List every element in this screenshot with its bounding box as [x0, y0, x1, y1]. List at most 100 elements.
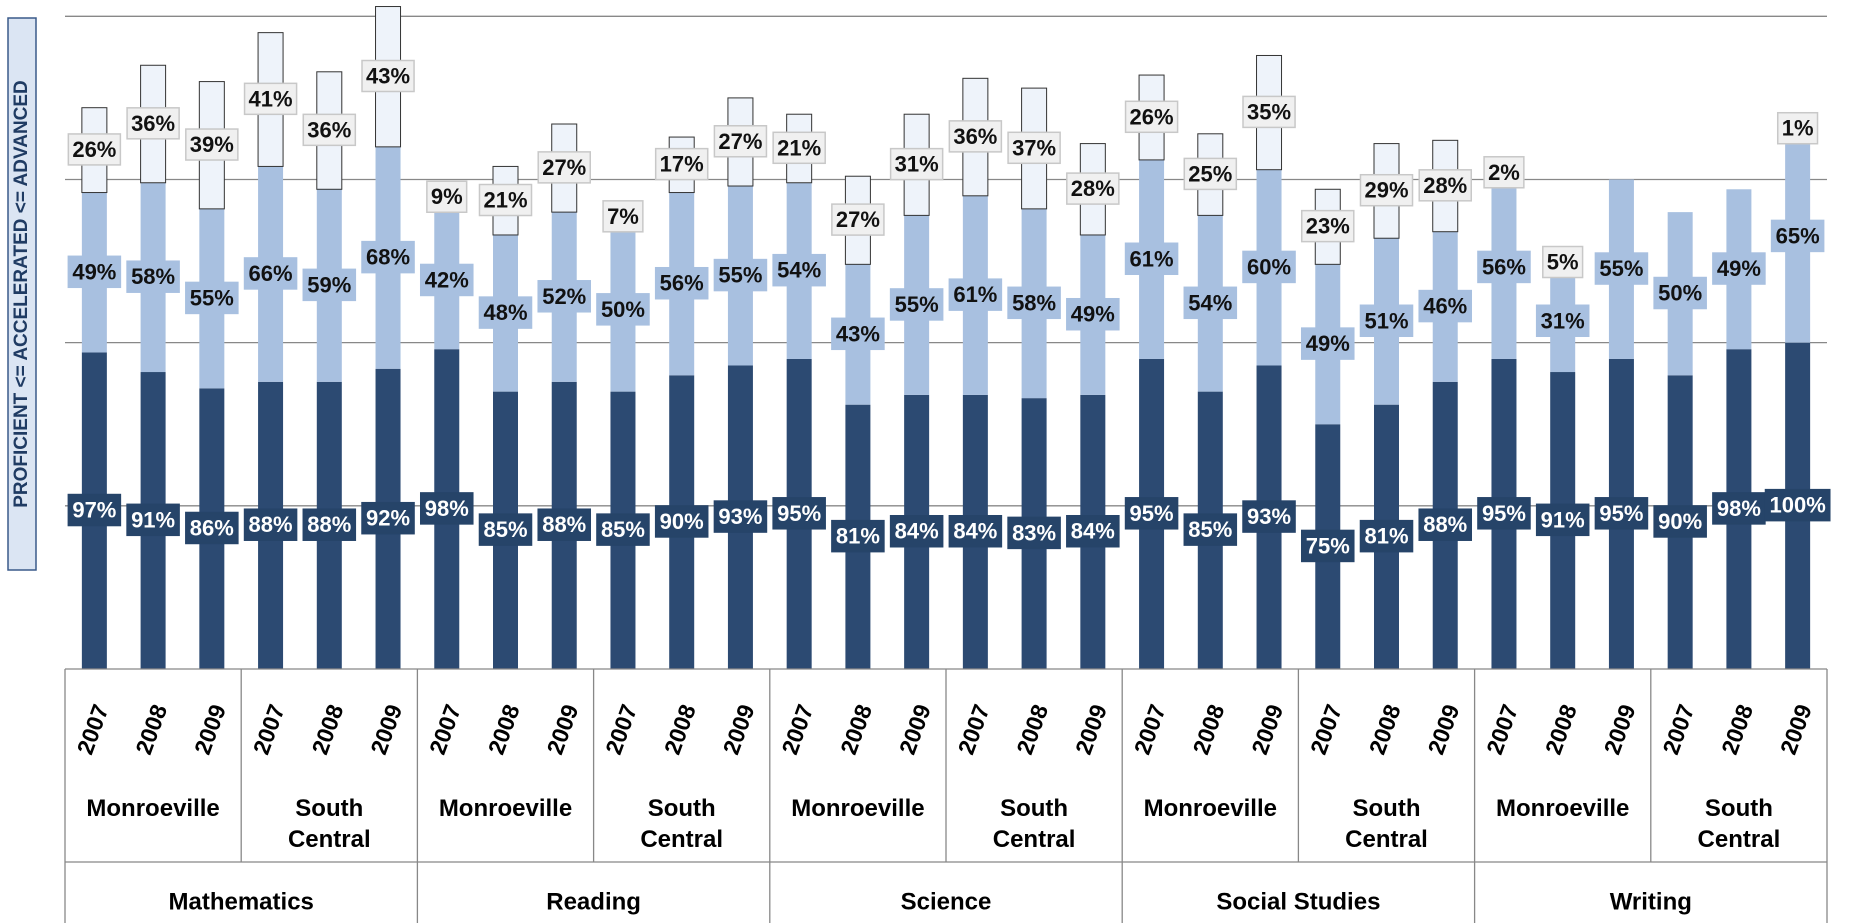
x-tick-label: 2009 — [541, 701, 583, 758]
subject-label: Reading — [546, 888, 641, 915]
value-labels: 97% 49% 26% 91% 58% 36% 86% 55% 39% 88% 66% 41% 88% 5… — [67, 59, 1831, 563]
subject-label: Science — [901, 888, 992, 915]
value-label-box — [772, 131, 826, 165]
subject-label: Social Studies — [1216, 888, 1380, 915]
value-label-box — [1535, 304, 1590, 338]
value-label: 50% — [1658, 281, 1702, 306]
value-label: 49% — [1071, 302, 1115, 327]
value-label-box — [1300, 327, 1355, 360]
value-label-box — [1066, 514, 1120, 548]
value-label-box — [1300, 529, 1355, 563]
value-label: 85% — [601, 517, 645, 542]
value-label-box — [1242, 95, 1296, 129]
value-label-box — [772, 497, 826, 530]
value-label-box — [1594, 497, 1649, 530]
x-tick-label: 2009 — [1422, 701, 1464, 758]
value-label-box — [361, 501, 415, 535]
x-tick-label: 2009 — [1599, 701, 1641, 758]
value-label: 48% — [483, 300, 527, 325]
value-label-box — [1007, 131, 1061, 165]
x-tick-label: 2007 — [1129, 701, 1171, 758]
value-label: 31% — [895, 152, 939, 177]
value-label-box — [1124, 497, 1179, 530]
value-label: 90% — [660, 509, 704, 534]
value-label-box — [1764, 488, 1831, 522]
value-label-box — [126, 260, 180, 293]
x-tick-label: 2009 — [894, 701, 936, 758]
value-label: 88% — [1423, 512, 1467, 537]
value-label: 90% — [1658, 509, 1702, 534]
school-label: Monroeville — [439, 795, 572, 822]
school-label-line: South — [1353, 795, 1421, 822]
value-label-box — [478, 183, 533, 217]
value-label-box — [1776, 111, 1819, 145]
y-label-box — [7, 17, 37, 571]
value-label-box — [831, 317, 885, 351]
school-label-line: South — [295, 795, 363, 822]
value-label: 23% — [1306, 214, 1350, 239]
school-label: Monroeville — [86, 795, 219, 822]
value-label: 21% — [777, 135, 821, 160]
value-label: 55% — [1599, 256, 1643, 281]
value-label: 95% — [1482, 501, 1526, 526]
value-label-box — [1359, 519, 1414, 553]
value-label-box — [713, 258, 768, 292]
school-label-line: South — [1000, 795, 1068, 822]
value-label-box — [1300, 209, 1355, 243]
value-label: 50% — [601, 297, 645, 322]
subject-label: Writing — [1610, 888, 1692, 915]
value-label: 49% — [72, 259, 116, 284]
value-label-box — [1066, 297, 1120, 331]
value-label: 97% — [72, 498, 116, 523]
school-label: Monroeville — [1496, 795, 1629, 822]
value-label-box — [478, 513, 533, 546]
value-label: 95% — [1599, 501, 1643, 526]
value-label-box — [1542, 245, 1584, 279]
value-label-box — [1535, 503, 1590, 537]
value-label: 61% — [1130, 246, 1174, 271]
x-tick-label: 2007 — [600, 701, 642, 758]
value-label: 59% — [307, 272, 351, 297]
value-label-box — [1183, 513, 1238, 546]
school-label-line: Monroeville — [1496, 795, 1629, 822]
value-label: 60% — [1247, 254, 1291, 279]
value-label: 26% — [72, 137, 116, 162]
value-label-box — [185, 511, 239, 545]
value-label-box — [1242, 500, 1296, 533]
value-label-box — [302, 113, 357, 147]
value-label-box — [126, 107, 180, 140]
value-label-box — [713, 125, 768, 158]
value-label: 88% — [542, 512, 586, 537]
school-label-line: Monroeville — [86, 795, 219, 822]
value-label-box — [1712, 252, 1766, 285]
x-tick-label: 2007 — [953, 701, 995, 758]
x-tick-label: 2008 — [1011, 701, 1053, 758]
x-tick-label: 2007 — [1481, 701, 1523, 758]
value-label-box — [889, 288, 944, 321]
value-label: 54% — [777, 258, 821, 283]
value-label: 36% — [307, 117, 351, 142]
value-label-box — [67, 133, 122, 166]
value-label: 55% — [190, 285, 234, 310]
value-label: 26% — [1130, 104, 1174, 129]
value-label-box — [654, 147, 709, 181]
value-label-box — [1483, 156, 1525, 189]
value-label-box — [1477, 250, 1531, 284]
subject-label: Mathematics — [169, 888, 314, 915]
value-label: 36% — [953, 124, 997, 149]
school-label-line: Monroeville — [791, 795, 924, 822]
x-tick-label: 2007 — [424, 701, 466, 758]
value-label-box — [302, 508, 357, 541]
value-label-box — [948, 278, 1003, 311]
value-label-box — [478, 296, 533, 329]
school-label: South Central — [640, 795, 723, 853]
value-label-box — [1712, 492, 1766, 525]
value-label-box — [1594, 252, 1649, 285]
value-label-box — [948, 514, 1003, 548]
value-label-box — [67, 255, 122, 289]
value-label-box — [1066, 172, 1120, 205]
school-label: South Central — [1345, 795, 1428, 853]
value-label: 58% — [131, 264, 175, 289]
y-axis-label: PROFICIENT <= ACCELERATED <= ADVANCED — [11, 80, 32, 508]
value-label-box — [1183, 286, 1238, 320]
